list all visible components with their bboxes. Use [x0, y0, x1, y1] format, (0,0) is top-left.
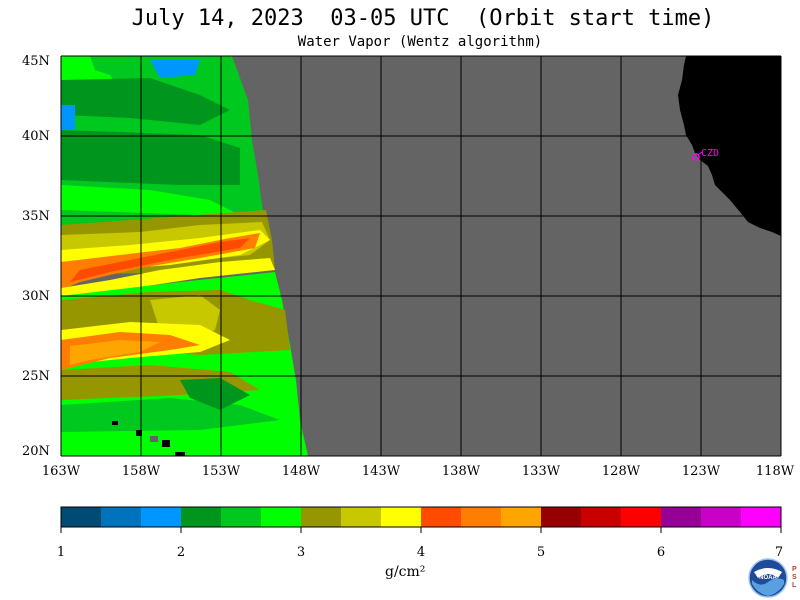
colorbar-segment: [661, 507, 702, 527]
lon-label: 123W: [682, 464, 721, 479]
colorbar-tick: 7: [775, 545, 783, 560]
colorbar-segment: [501, 507, 542, 527]
colorbar-segment: [421, 507, 462, 527]
station-label: CZD: [701, 148, 719, 159]
lon-label: 148W: [282, 464, 321, 479]
colorbar-segment: [381, 507, 422, 527]
colorbar-segment: [581, 507, 622, 527]
colorbar-segment: [461, 507, 502, 527]
map-grid: [60, 55, 782, 457]
colorbar-tick: 2: [177, 545, 185, 560]
page-subtitle: Water Vapor (Wentz algorithm): [297, 34, 543, 50]
colorbar-segment: [741, 507, 782, 527]
lat-label: 20N: [22, 444, 50, 459]
colorbar-segment: [301, 507, 342, 527]
lon-label: 158W: [122, 464, 161, 479]
lat-label: 35N: [22, 209, 50, 224]
lon-label: 153W: [202, 464, 241, 479]
colorbar-tick: 4: [417, 545, 425, 560]
colorbar-tick: 5: [537, 545, 545, 560]
psl-mark: PSL: [792, 566, 800, 590]
lon-label: 138W: [442, 464, 481, 479]
hawaii-islands: [112, 421, 185, 456]
latitude-labels: 45N 40N 35N 30N 25N 20N: [22, 54, 50, 459]
lat-label: 30N: [22, 289, 50, 304]
colorbar-tick: 6: [657, 545, 665, 560]
lon-label: 133W: [522, 464, 561, 479]
colorbar-tick: 3: [297, 545, 305, 560]
water-vapor-swath: [61, 56, 308, 456]
noaa-logo: NOAA: [748, 558, 788, 598]
lon-label: 118W: [756, 464, 795, 479]
colorbar-units: g/cm²: [385, 564, 426, 580]
colorbar-segment: [541, 507, 582, 527]
longitude-labels: 163W 158W 153W 148W 143W 138W 133W 128W …: [42, 464, 795, 479]
psl-text: PSL: [792, 566, 797, 589]
lon-label: 143W: [362, 464, 401, 479]
colorbar-segment: [141, 507, 182, 527]
colorbar-segment: [341, 507, 382, 527]
colorbar-segment: [181, 507, 222, 527]
colorbar: [61, 507, 782, 527]
colorbar-segment: [61, 507, 102, 527]
noaa-logo-text: NOAA: [759, 575, 777, 581]
lat-label: 45N: [22, 54, 50, 69]
colorbar-segment: [621, 507, 662, 527]
page-title: July 14, 2023 03-05 UTC (Orbit start tim…: [131, 6, 715, 31]
lat-label: 25N: [22, 369, 50, 384]
colorbar-segment: [261, 507, 302, 527]
colorbar-tick-marks: [60, 527, 782, 533]
lon-label: 128W: [602, 464, 641, 479]
colorbar-segment: [221, 507, 262, 527]
colorbar-segment: [701, 507, 742, 527]
lat-label: 40N: [22, 129, 50, 144]
north-america-land: [678, 56, 781, 236]
station-marker-czd: CZD: [692, 148, 719, 161]
colorbar-segment: [101, 507, 142, 527]
colorbar-tick-labels: 1 2 3 4 5 6 7: [57, 545, 783, 560]
colorbar-tick: 1: [57, 545, 65, 560]
lon-label: 163W: [42, 464, 81, 479]
